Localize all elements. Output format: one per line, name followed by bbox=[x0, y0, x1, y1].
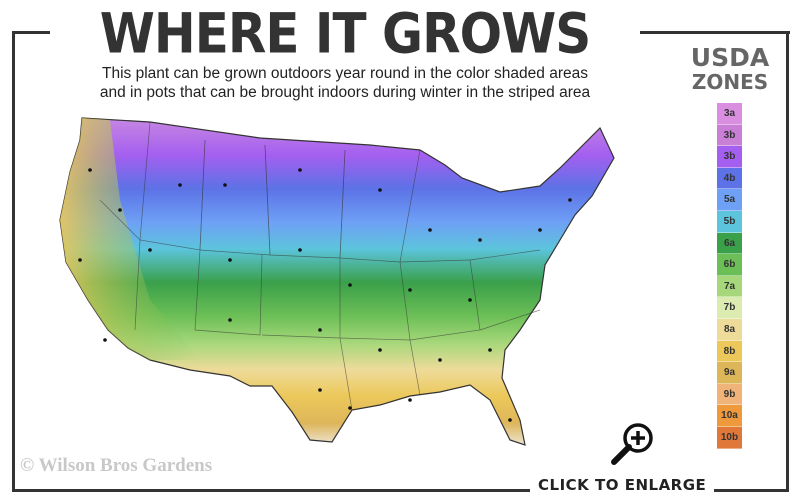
legend-zone-7b: 7b bbox=[717, 297, 742, 319]
zone-legend: 3a 3b 3b 4b 5a 5b 6a 6b 7a 7b 8a 8b 9a 9b 10a 10b bbox=[717, 103, 742, 449]
legend-title: USDA ZONES bbox=[682, 43, 778, 94]
west-coast-zone-band bbox=[60, 118, 200, 360]
frame-line bbox=[786, 31, 789, 492]
frame-line bbox=[12, 489, 788, 492]
legend-zone-3b: 3b bbox=[717, 146, 742, 168]
legend-title-line1: USDA bbox=[690, 43, 770, 72]
legend-zone-6a: 6a bbox=[717, 232, 742, 255]
legend-zone-3a: 3a bbox=[717, 103, 742, 125]
legend-title-line2: ZONES bbox=[691, 70, 769, 94]
subtitle: This plant can be grown outdoors year ro… bbox=[60, 64, 630, 102]
click-to-enlarge-link[interactable]: CLICK TO ENLARGE bbox=[530, 476, 715, 494]
legend-zone-8a: 8a bbox=[717, 318, 742, 341]
legend-zone-4b: 4b bbox=[717, 167, 742, 190]
legend-zone-8b: 8b bbox=[717, 340, 742, 363]
legend-zone-7a: 7a bbox=[717, 275, 742, 298]
subtitle-line: and in pots that can be brought indoors … bbox=[99, 84, 591, 101]
subtitle-line: This plant can be grown outdoors year ro… bbox=[102, 65, 588, 82]
magnifier-plus-icon[interactable] bbox=[608, 420, 658, 468]
legend-zone-10b: 10b bbox=[717, 426, 742, 449]
frame-line bbox=[12, 31, 50, 34]
copyright-watermark: © Wilson Bros Gardens bbox=[20, 455, 213, 476]
legend-zone-9b: 9b bbox=[717, 383, 742, 406]
legend-zone-9a: 9a bbox=[717, 362, 742, 384]
page-title: WHERE IT GROWS bbox=[52, 2, 638, 66]
legend-zone-6b: 6b bbox=[717, 254, 742, 276]
legend-zone-10a: 10a bbox=[717, 405, 742, 427]
legend-zone-3b: 3b bbox=[717, 124, 742, 147]
frame-line bbox=[12, 31, 15, 492]
state-lines bbox=[99, 121, 541, 411]
legend-zone-5a: 5a bbox=[717, 189, 742, 211]
frame-line bbox=[640, 31, 790, 34]
legend-zone-5b: 5b bbox=[717, 210, 742, 233]
city-dots bbox=[78, 168, 572, 422]
